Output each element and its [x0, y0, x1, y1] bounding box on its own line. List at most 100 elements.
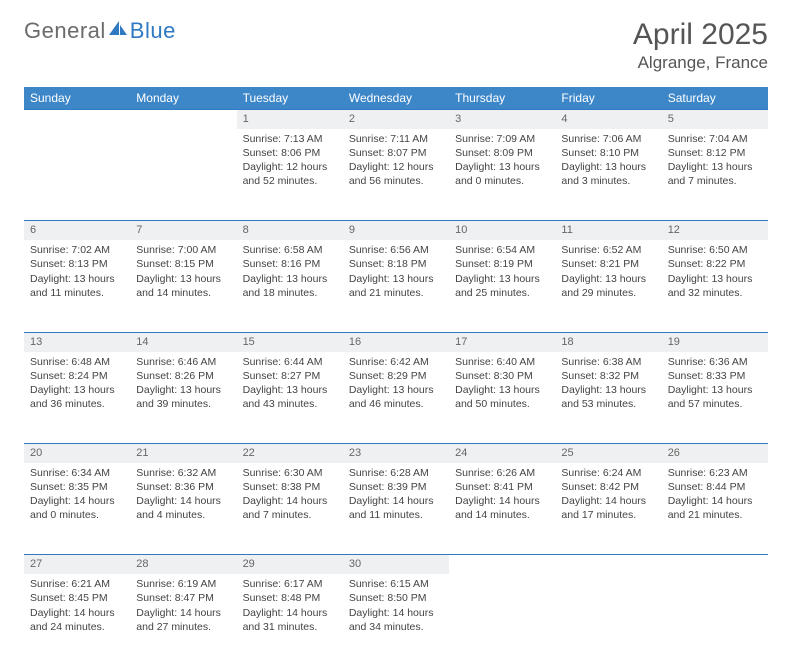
day-content-cell: Sunrise: 6:15 AMSunset: 8:50 PMDaylight:… — [343, 574, 449, 666]
sunset-text: Sunset: 8:26 PM — [136, 369, 230, 383]
sunrise-text: Sunrise: 6:21 AM — [30, 577, 124, 591]
sunrise-text: Sunrise: 6:15 AM — [349, 577, 443, 591]
sunset-text: Sunset: 8:27 PM — [243, 369, 337, 383]
sunrise-text: Sunrise: 6:30 AM — [243, 466, 337, 480]
sunset-text: Sunset: 8:38 PM — [243, 480, 337, 494]
day-content-cell: Sunrise: 6:23 AMSunset: 8:44 PMDaylight:… — [662, 463, 768, 555]
weekday-header: Saturday — [662, 87, 768, 110]
daylight-text: Daylight: 13 hours and 46 minutes. — [349, 383, 443, 411]
sunrise-text: Sunrise: 7:06 AM — [561, 132, 655, 146]
daynum-row: 20212223242526 — [24, 444, 768, 463]
daylight-text: Daylight: 13 hours and 14 minutes. — [136, 272, 230, 300]
sunrise-text: Sunrise: 6:48 AM — [30, 355, 124, 369]
day-number-cell: 9 — [343, 221, 449, 240]
sunset-text: Sunset: 8:19 PM — [455, 257, 549, 271]
weekday-header: Monday — [130, 87, 236, 110]
day-content-cell: Sunrise: 6:34 AMSunset: 8:35 PMDaylight:… — [24, 463, 130, 555]
daylight-text: Daylight: 14 hours and 0 minutes. — [30, 494, 124, 522]
month-title: April 2025 — [633, 18, 768, 51]
sunset-text: Sunset: 8:18 PM — [349, 257, 443, 271]
day-number-cell: 10 — [449, 221, 555, 240]
day-content-row: Sunrise: 6:48 AMSunset: 8:24 PMDaylight:… — [24, 352, 768, 444]
sunset-text: Sunset: 8:24 PM — [30, 369, 124, 383]
sunrise-text: Sunrise: 6:46 AM — [136, 355, 230, 369]
sunrise-text: Sunrise: 6:23 AM — [668, 466, 762, 480]
daylight-text: Daylight: 14 hours and 31 minutes. — [243, 606, 337, 634]
day-number-cell: 6 — [24, 221, 130, 240]
sunrise-text: Sunrise: 6:26 AM — [455, 466, 549, 480]
sunset-text: Sunset: 8:15 PM — [136, 257, 230, 271]
brand-part2: Blue — [130, 18, 176, 44]
daylight-text: Daylight: 13 hours and 43 minutes. — [243, 383, 337, 411]
day-number-cell: 14 — [130, 332, 236, 351]
day-number-cell: 27 — [24, 555, 130, 574]
day-content-cell: Sunrise: 7:11 AMSunset: 8:07 PMDaylight:… — [343, 129, 449, 221]
day-content-cell: Sunrise: 7:04 AMSunset: 8:12 PMDaylight:… — [662, 129, 768, 221]
sunset-text: Sunset: 8:33 PM — [668, 369, 762, 383]
day-content-cell: Sunrise: 6:17 AMSunset: 8:48 PMDaylight:… — [237, 574, 343, 666]
sunset-text: Sunset: 8:36 PM — [136, 480, 230, 494]
sunrise-text: Sunrise: 6:34 AM — [30, 466, 124, 480]
day-number-cell: 23 — [343, 444, 449, 463]
daylight-text: Daylight: 14 hours and 21 minutes. — [668, 494, 762, 522]
day-content-cell: Sunrise: 6:30 AMSunset: 8:38 PMDaylight:… — [237, 463, 343, 555]
sunrise-text: Sunrise: 6:52 AM — [561, 243, 655, 257]
day-content-cell: Sunrise: 6:26 AMSunset: 8:41 PMDaylight:… — [449, 463, 555, 555]
day-content-cell — [24, 129, 130, 221]
daylight-text: Daylight: 14 hours and 24 minutes. — [30, 606, 124, 634]
day-number-cell: 8 — [237, 221, 343, 240]
sunrise-text: Sunrise: 6:40 AM — [455, 355, 549, 369]
sunrise-text: Sunrise: 6:32 AM — [136, 466, 230, 480]
day-content-cell — [662, 574, 768, 666]
day-number-cell: 18 — [555, 332, 661, 351]
day-content-cell: Sunrise: 7:06 AMSunset: 8:10 PMDaylight:… — [555, 129, 661, 221]
daylight-text: Daylight: 13 hours and 0 minutes. — [455, 160, 549, 188]
day-content-cell: Sunrise: 7:00 AMSunset: 8:15 PMDaylight:… — [130, 240, 236, 332]
daylight-text: Daylight: 13 hours and 3 minutes. — [561, 160, 655, 188]
sunset-text: Sunset: 8:22 PM — [668, 257, 762, 271]
day-number-cell: 20 — [24, 444, 130, 463]
day-content-cell — [555, 574, 661, 666]
day-content-row: Sunrise: 6:21 AMSunset: 8:45 PMDaylight:… — [24, 574, 768, 666]
sunset-text: Sunset: 8:45 PM — [30, 591, 124, 605]
daylight-text: Daylight: 13 hours and 25 minutes. — [455, 272, 549, 300]
day-content-cell: Sunrise: 6:46 AMSunset: 8:26 PMDaylight:… — [130, 352, 236, 444]
sunrise-text: Sunrise: 7:11 AM — [349, 132, 443, 146]
calendar-table: Sunday Monday Tuesday Wednesday Thursday… — [24, 87, 768, 666]
sunrise-text: Sunrise: 7:13 AM — [243, 132, 337, 146]
day-content-cell: Sunrise: 7:02 AMSunset: 8:13 PMDaylight:… — [24, 240, 130, 332]
weekday-header-row: Sunday Monday Tuesday Wednesday Thursday… — [24, 87, 768, 110]
sunset-text: Sunset: 8:41 PM — [455, 480, 549, 494]
day-content-cell: Sunrise: 6:56 AMSunset: 8:18 PMDaylight:… — [343, 240, 449, 332]
day-content-cell: Sunrise: 6:44 AMSunset: 8:27 PMDaylight:… — [237, 352, 343, 444]
weekday-header: Friday — [555, 87, 661, 110]
daylight-text: Daylight: 14 hours and 4 minutes. — [136, 494, 230, 522]
daylight-text: Daylight: 13 hours and 36 minutes. — [30, 383, 124, 411]
sunrise-text: Sunrise: 6:24 AM — [561, 466, 655, 480]
sunset-text: Sunset: 8:21 PM — [561, 257, 655, 271]
daylight-text: Daylight: 14 hours and 11 minutes. — [349, 494, 443, 522]
day-content-cell: Sunrise: 6:58 AMSunset: 8:16 PMDaylight:… — [237, 240, 343, 332]
day-number-cell: 4 — [555, 110, 661, 129]
sunrise-text: Sunrise: 7:04 AM — [668, 132, 762, 146]
day-number-cell: 15 — [237, 332, 343, 351]
sunrise-text: Sunrise: 6:28 AM — [349, 466, 443, 480]
sunset-text: Sunset: 8:30 PM — [455, 369, 549, 383]
day-number-cell: 30 — [343, 555, 449, 574]
day-content-cell: Sunrise: 6:32 AMSunset: 8:36 PMDaylight:… — [130, 463, 236, 555]
daynum-row: 6789101112 — [24, 221, 768, 240]
sunrise-text: Sunrise: 6:44 AM — [243, 355, 337, 369]
daylight-text: Daylight: 13 hours and 53 minutes. — [561, 383, 655, 411]
day-number-cell: 1 — [237, 110, 343, 129]
day-number-cell — [662, 555, 768, 574]
day-content-cell: Sunrise: 6:28 AMSunset: 8:39 PMDaylight:… — [343, 463, 449, 555]
sunrise-text: Sunrise: 6:56 AM — [349, 243, 443, 257]
day-content-cell — [449, 574, 555, 666]
daynum-row: 27282930 — [24, 555, 768, 574]
sunrise-text: Sunrise: 6:38 AM — [561, 355, 655, 369]
sunset-text: Sunset: 8:16 PM — [243, 257, 337, 271]
day-number-cell: 16 — [343, 332, 449, 351]
day-content-cell: Sunrise: 6:24 AMSunset: 8:42 PMDaylight:… — [555, 463, 661, 555]
daylight-text: Daylight: 13 hours and 21 minutes. — [349, 272, 443, 300]
daylight-text: Daylight: 13 hours and 18 minutes. — [243, 272, 337, 300]
